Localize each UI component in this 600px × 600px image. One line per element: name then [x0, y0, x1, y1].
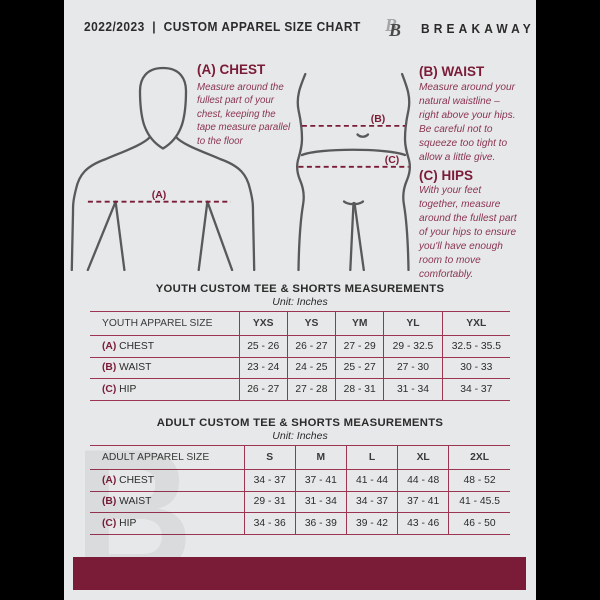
- svg-text:(A): (A): [152, 189, 167, 201]
- svg-text:(C): (C): [385, 154, 400, 166]
- svg-text:B: B: [388, 20, 401, 40]
- svg-text:(B): (B): [371, 113, 386, 125]
